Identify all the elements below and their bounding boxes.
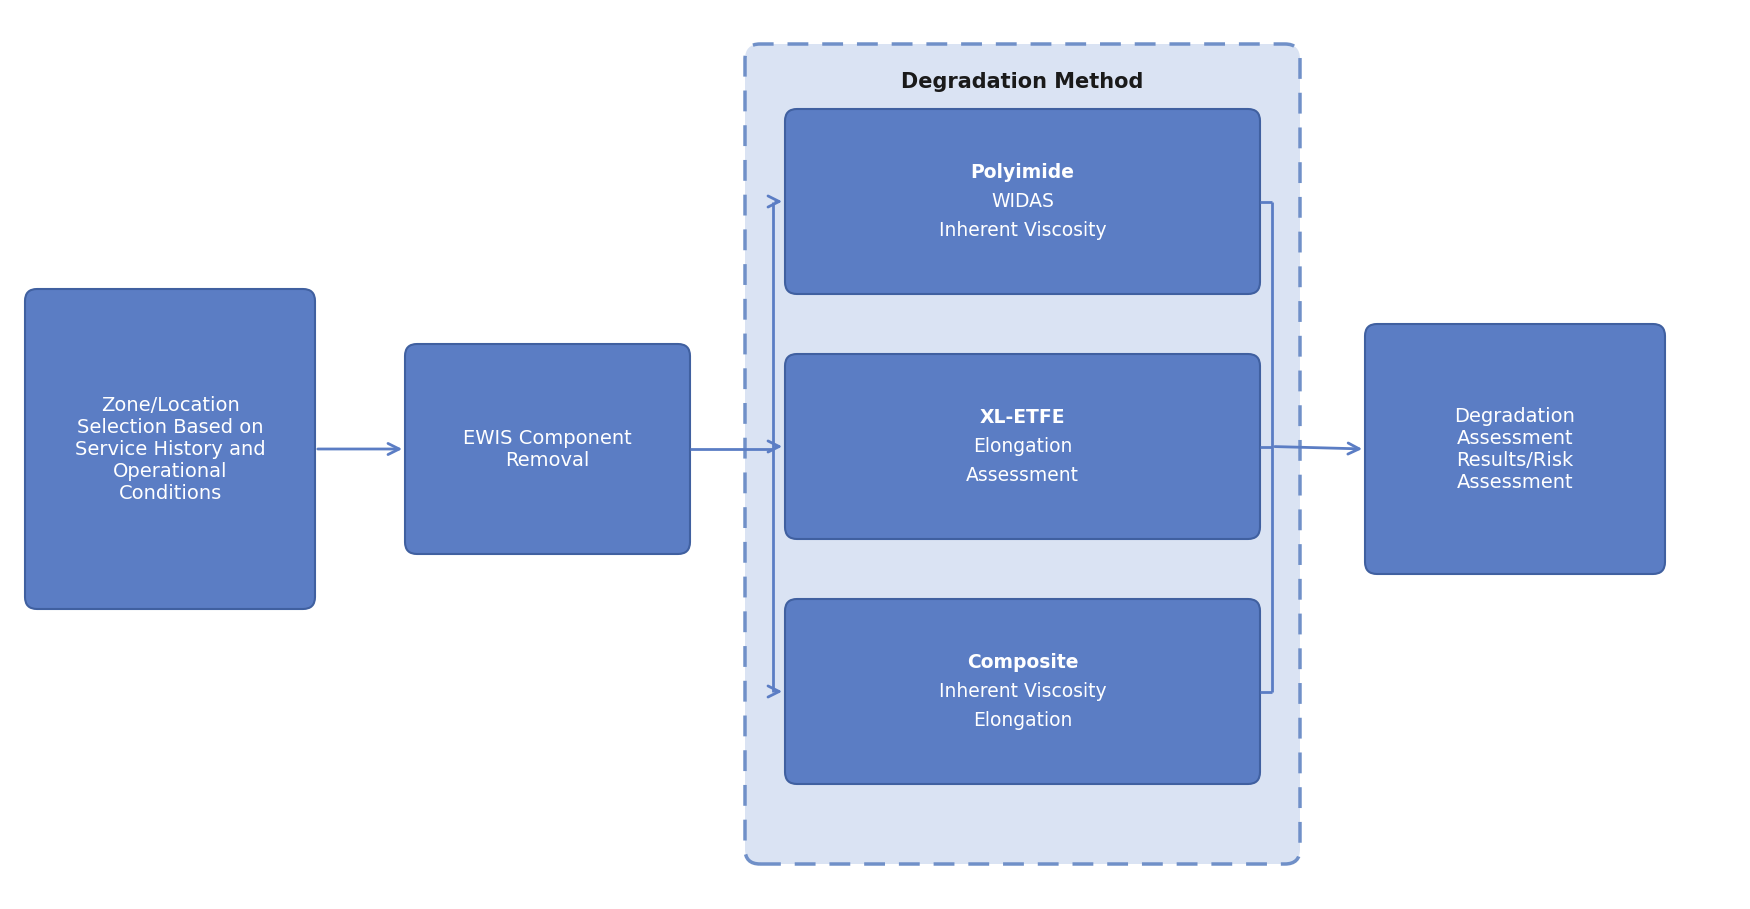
Text: EWIS Component
Removal: EWIS Component Removal — [464, 428, 632, 470]
FancyBboxPatch shape — [786, 354, 1260, 539]
Text: Inherent Viscosity: Inherent Viscosity — [938, 682, 1106, 701]
FancyBboxPatch shape — [1365, 324, 1664, 574]
FancyBboxPatch shape — [404, 344, 690, 554]
FancyBboxPatch shape — [746, 44, 1300, 864]
Text: Zone/Location
Selection Based on
Service History and
Operational
Conditions: Zone/Location Selection Based on Service… — [75, 395, 266, 503]
FancyBboxPatch shape — [24, 289, 315, 609]
Text: Elongation: Elongation — [973, 437, 1073, 456]
FancyBboxPatch shape — [786, 599, 1260, 784]
Text: Composite: Composite — [966, 653, 1078, 672]
Text: Degradation
Assessment
Results/Risk
Assessment: Degradation Assessment Results/Risk Asse… — [1454, 406, 1575, 492]
Text: WIDAS: WIDAS — [990, 192, 1054, 211]
Text: Inherent Viscosity: Inherent Viscosity — [938, 221, 1106, 240]
Text: Degradation Method: Degradation Method — [901, 72, 1144, 92]
Text: XL-ETFE: XL-ETFE — [980, 408, 1066, 427]
Text: Assessment: Assessment — [966, 466, 1080, 485]
Text: Elongation: Elongation — [973, 711, 1073, 730]
Text: Polyimide: Polyimide — [971, 163, 1074, 182]
FancyBboxPatch shape — [786, 109, 1260, 294]
